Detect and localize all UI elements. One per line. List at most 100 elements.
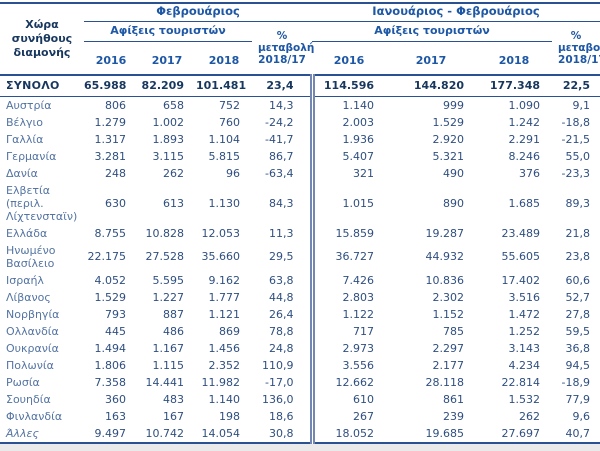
country-cell: Γερμανία [6, 149, 57, 163]
table-row: Ελλάδα 8.755 10.828 12.053 11,3 15.859 1… [0, 224, 600, 242]
value-cell: 2.291 [508, 132, 541, 146]
value-cell: 4.052 [94, 273, 127, 287]
change-cell: -24,2 [265, 115, 294, 129]
value-cell: 3.516 [508, 290, 541, 304]
change-cell: 40,7 [552, 424, 600, 444]
value-cell: 2.803 [309, 288, 387, 306]
value-cell: 2.920 [432, 132, 465, 146]
change-cell: 18,6 [269, 409, 294, 423]
value-cell: 167 [163, 409, 184, 423]
value-cell: 613 [163, 196, 184, 210]
row-header-country: Χώρα συνήθους διαμονής [11, 18, 73, 59]
value-cell: 36.727 [309, 241, 387, 272]
value-cell: 3.281 [94, 149, 127, 163]
value-cell: 2.352 [208, 358, 241, 372]
value-cell: 35.660 [201, 250, 241, 263]
table-row-others: Άλλες 9.497 10.742 14.054 30,8 18.052 19… [0, 424, 600, 444]
change-cell: 11,3 [269, 226, 294, 240]
value-cell: 1.130 [208, 196, 241, 210]
value-cell: 114.596 [309, 74, 387, 97]
country-cell: Γαλλία [6, 132, 44, 146]
value-cell: 869 [219, 324, 240, 338]
change-cell: 26,4 [269, 307, 294, 321]
value-cell: 11.982 [201, 375, 241, 389]
change-cell: 30,8 [252, 424, 313, 444]
arrivals-subheader-janfeb: Αφίξεις τουριστών [312, 21, 553, 42]
value-cell: 9.162 [208, 273, 241, 287]
change-header-feb: % μεταβολή 2018/17 [258, 29, 315, 66]
value-cell: 806 [105, 98, 126, 112]
value-cell: 1.685 [508, 196, 541, 210]
change-cell: 29,5 [269, 250, 294, 263]
country-cell: Πολωνία [6, 358, 54, 372]
section-title-january-february: Ιανουάριος - Φεβρουάριος [312, 3, 600, 22]
country-cell: Ισραήλ [6, 273, 44, 287]
value-cell: 1.152 [432, 307, 465, 321]
value-cell: 8.246 [508, 149, 541, 163]
value-cell: 15.859 [309, 224, 387, 242]
table-row: Βέλγιο 1.279 1.002 760 -24,2 2.003 1.529… [0, 113, 600, 131]
country-cell: Λίβανος [6, 290, 51, 304]
value-cell: 177.348 [476, 74, 553, 97]
change-cell: 27,8 [565, 307, 591, 321]
change-cell: 110,9 [262, 358, 294, 372]
change-cell: 63,8 [269, 273, 294, 287]
table-row: Γερμανία 3.281 3.115 5.815 86,7 5.407 5.… [0, 147, 600, 165]
value-cell: 861 [443, 392, 465, 406]
value-cell: 82.209 [138, 74, 196, 97]
value-cell: 486 [163, 324, 184, 338]
value-cell: 239 [443, 409, 465, 423]
value-cell: 445 [105, 324, 126, 338]
year-header-janfeb-2018: 2018 [498, 54, 530, 67]
value-cell: 12.662 [309, 373, 387, 391]
value-cell: 262 [519, 409, 541, 423]
value-cell: 1.529 [94, 290, 127, 304]
country-cell: Ηνωμένο Βασίλειο [6, 243, 56, 270]
country-cell: Ολλανδία [6, 324, 59, 338]
value-cell: 9.497 [84, 424, 138, 444]
country-cell: Δανία [6, 166, 38, 180]
table-row: Ρωσία 7.358 14.441 11.982 -17,0 12.662 2… [0, 373, 600, 391]
change-cell: -41,7 [265, 132, 294, 146]
value-cell: 8.755 [94, 226, 127, 240]
value-cell: 1.104 [208, 132, 241, 146]
value-cell: 2.973 [309, 339, 387, 357]
value-cell: 1.090 [508, 98, 541, 112]
change-cell: 59,5 [565, 324, 591, 338]
value-cell: 22.814 [501, 375, 541, 389]
value-cell: 96 [226, 166, 240, 180]
value-cell: 752 [219, 98, 240, 112]
value-cell: 101.481 [196, 74, 252, 97]
value-cell: 1.140 [309, 96, 387, 114]
value-cell: 14.441 [145, 375, 185, 389]
total-row: ΣΥΝΟΛΟ 65.988 82.209 101.481 23,4 114.59… [0, 74, 600, 97]
country-cell: Νορβηγία [6, 307, 60, 321]
change-cell: 22,5 [552, 74, 600, 97]
change-cell: 55,0 [565, 149, 591, 163]
table-row: Πολωνία 1.806 1.115 2.352 110,9 3.556 2.… [0, 356, 600, 374]
value-cell: 27.697 [476, 424, 553, 444]
value-cell: 262 [163, 166, 184, 180]
value-cell: 1.494 [94, 341, 127, 355]
value-cell: 198 [219, 409, 240, 423]
value-cell: 760 [219, 115, 240, 129]
value-cell: 7.426 [309, 271, 387, 289]
country-cell: Ελλάδα [6, 226, 48, 240]
value-cell: 4.234 [508, 358, 541, 372]
change-cell: -18,9 [561, 375, 591, 389]
value-cell: 65.988 [84, 74, 138, 97]
value-cell: 2.003 [309, 113, 387, 131]
value-cell: 1.893 [152, 132, 185, 146]
value-cell: 376 [519, 166, 541, 180]
value-cell: 1.777 [208, 290, 241, 304]
table-row: Φινλανδία 163 167 198 18,6 267 239 262 9… [0, 407, 600, 425]
value-cell: 23.489 [501, 226, 541, 240]
table-row: Ολλανδία 445 486 869 78,8 717 785 1.252 … [0, 322, 600, 340]
value-cell: 44.932 [425, 250, 465, 263]
bottom-edge-strip [0, 444, 600, 451]
change-cell: 52,7 [565, 290, 591, 304]
value-cell: 1.252 [508, 324, 541, 338]
value-cell: 490 [443, 166, 465, 180]
